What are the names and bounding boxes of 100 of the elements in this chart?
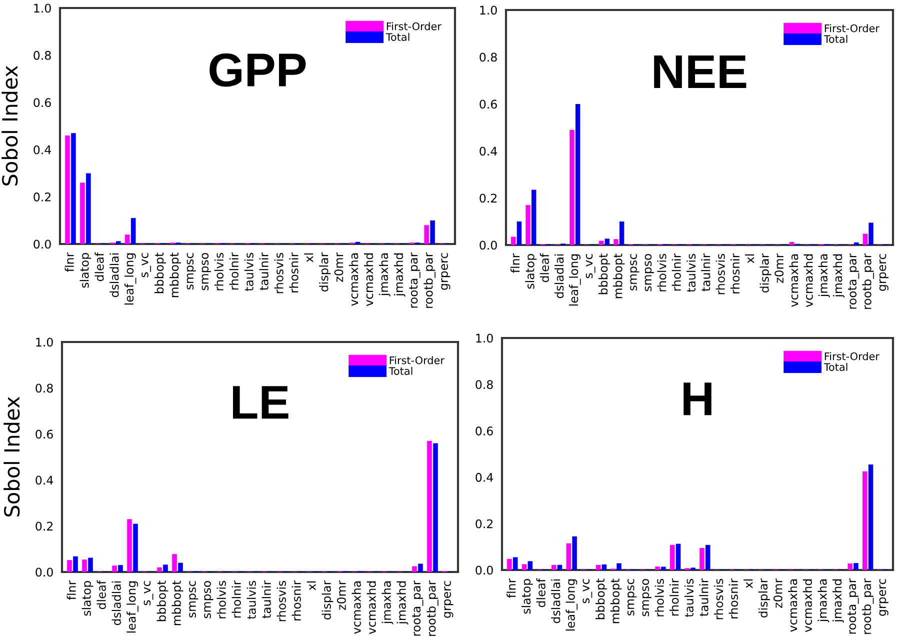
bar bbox=[670, 544, 675, 570]
x-tick-label: taulvis bbox=[244, 252, 254, 292]
bar bbox=[868, 222, 874, 245]
x-tick-label: rholnir bbox=[672, 253, 681, 291]
y-tick-label: 1.0 bbox=[480, 6, 497, 15]
bar bbox=[516, 222, 522, 245]
x-tick-label: taulvis bbox=[246, 580, 256, 620]
legend-label: Total bbox=[824, 362, 848, 371]
bar bbox=[172, 554, 177, 572]
y-tick-label: 0.6 bbox=[34, 98, 51, 108]
bar bbox=[80, 182, 85, 244]
x-tick-label: leaf_long bbox=[566, 579, 578, 631]
bar bbox=[602, 564, 607, 570]
x-tick-label: taulnir bbox=[262, 580, 271, 618]
x-tick-label: bbbopt bbox=[598, 254, 610, 294]
x-tick-label: dleaf bbox=[96, 580, 106, 610]
x-tick-label: jmaxhd bbox=[833, 254, 844, 298]
y-tick-label: 0.2 bbox=[34, 192, 50, 202]
bar bbox=[570, 130, 574, 245]
bar bbox=[116, 241, 121, 244]
x-tick-label: jmaxha bbox=[818, 254, 830, 298]
bar bbox=[557, 564, 562, 570]
x-tick-label: jmaxhd bbox=[394, 253, 406, 297]
bar bbox=[133, 524, 138, 572]
bar bbox=[854, 563, 858, 570]
x-tick-label: taulnir bbox=[699, 578, 708, 616]
x-tick-label: displar bbox=[322, 580, 334, 620]
bar bbox=[82, 560, 87, 572]
x-tick-label: slatop bbox=[521, 578, 533, 614]
legend-label: Total bbox=[386, 32, 410, 41]
bar bbox=[614, 239, 618, 245]
bar bbox=[433, 443, 438, 572]
bar bbox=[706, 544, 710, 570]
bar bbox=[71, 133, 76, 244]
bar bbox=[507, 558, 512, 570]
x-tick-label: xl bbox=[744, 579, 753, 588]
x-tick-label: z0mr bbox=[336, 580, 346, 610]
y-tick-label: 0.0 bbox=[476, 566, 493, 575]
y-tick-label: 0.6 bbox=[36, 430, 53, 439]
bar bbox=[619, 222, 624, 245]
legend-label: Total bbox=[824, 34, 848, 43]
legend-label: Total bbox=[388, 366, 412, 375]
bar bbox=[424, 225, 429, 244]
x-tick-label: mbbopt bbox=[610, 578, 622, 624]
bar bbox=[596, 564, 601, 570]
x-tick-label: bbbopt bbox=[156, 580, 168, 622]
bar bbox=[854, 242, 859, 245]
bar bbox=[88, 558, 93, 572]
x-tick-label: flnr bbox=[66, 580, 76, 600]
text: GPP bbox=[210, 53, 306, 87]
x-tick-label: mbbopt bbox=[172, 580, 184, 626]
y-tick-label: 0.8 bbox=[34, 50, 51, 60]
x-tick-label: dsladlai bbox=[551, 579, 560, 624]
y-tick-label: 0.6 bbox=[476, 426, 493, 436]
x-tick-label: smpsc bbox=[186, 253, 196, 290]
x-tick-label: s_vc bbox=[144, 581, 154, 606]
x-tick-label: grperc bbox=[879, 254, 888, 291]
bar bbox=[862, 471, 868, 570]
x-tick-label: roota_par bbox=[848, 578, 859, 634]
x-tick-label: vcmaxha bbox=[788, 579, 798, 632]
x-tick-label: vcmaxhd bbox=[366, 581, 376, 634]
y-tick-label: 0.4 bbox=[480, 146, 498, 156]
x-tick-label: rhosvis bbox=[276, 580, 286, 622]
x-tick-label: rholvis bbox=[654, 578, 664, 616]
x-tick-label: rhosnir bbox=[292, 580, 301, 620]
bar bbox=[510, 236, 516, 245]
x-tick-label: s_vc bbox=[142, 253, 151, 278]
x-tick-label: rhosvis bbox=[714, 578, 724, 620]
bar bbox=[157, 567, 162, 572]
bar bbox=[526, 205, 530, 245]
bar bbox=[86, 173, 91, 244]
x-tick-label: displar bbox=[758, 578, 770, 618]
y-axis-title: Sobol Index bbox=[2, 66, 18, 186]
bar bbox=[73, 556, 78, 572]
legend-label: First-Order bbox=[824, 352, 880, 360]
bar bbox=[868, 464, 874, 570]
bar bbox=[118, 565, 123, 572]
x-tick-label: dsladlai bbox=[110, 253, 119, 298]
bar bbox=[790, 242, 794, 245]
x-tick-label: taulvis bbox=[684, 578, 694, 618]
text: LE bbox=[232, 386, 288, 419]
bar bbox=[572, 536, 577, 570]
bar bbox=[700, 548, 704, 570]
bar bbox=[67, 560, 72, 572]
bar bbox=[427, 440, 432, 572]
x-tick-label: rootb_par bbox=[862, 578, 874, 634]
x-tick-label: vcmaxha bbox=[349, 253, 358, 306]
x-tick-label: smpsc bbox=[628, 579, 637, 616]
x-tick-label: rholvis bbox=[214, 252, 224, 290]
legend-label: First-Order bbox=[390, 356, 444, 364]
x-tick-label: rootb_par bbox=[426, 580, 438, 636]
y-axis-title: Sobol Index bbox=[4, 396, 20, 516]
x-tick-label: slatop bbox=[82, 580, 94, 616]
bar bbox=[532, 190, 536, 245]
x-tick-label: smpso bbox=[642, 578, 652, 616]
x-tick-label: dleaf bbox=[536, 578, 546, 608]
bar bbox=[575, 104, 580, 245]
x-tick-label: leaf_long bbox=[126, 581, 138, 633]
bar bbox=[862, 234, 868, 245]
y-tick-label: 0.8 bbox=[480, 52, 497, 62]
